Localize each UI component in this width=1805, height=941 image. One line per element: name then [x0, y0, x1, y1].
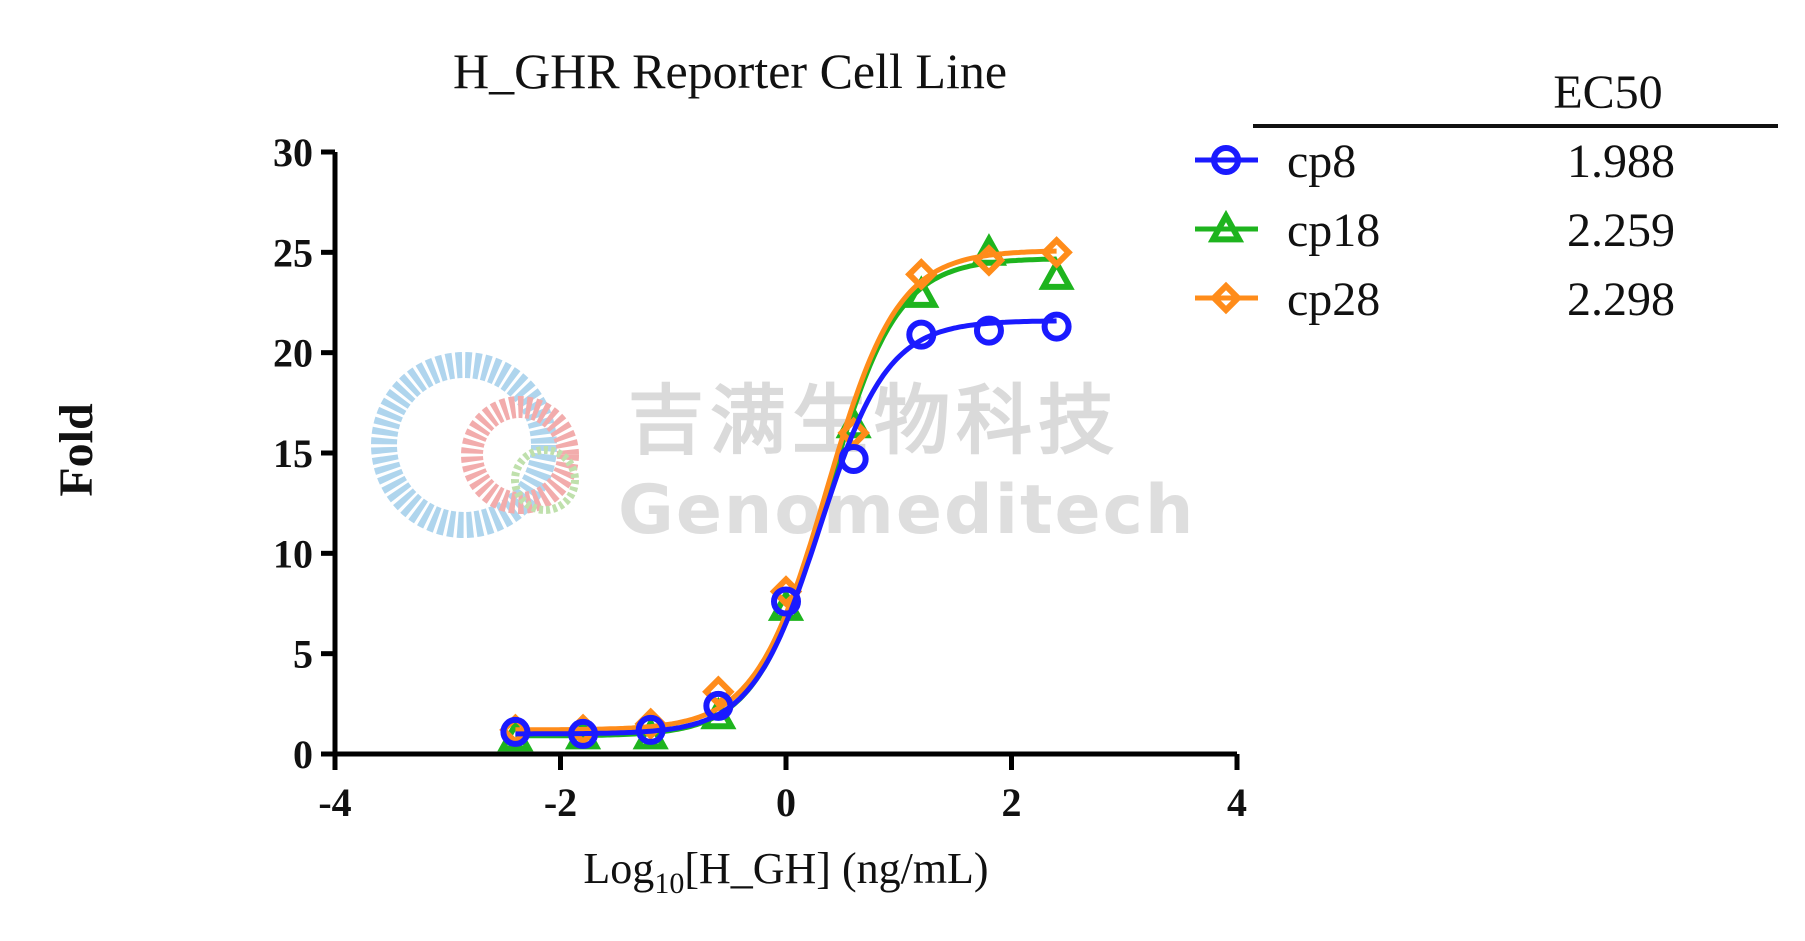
data-point-cp8: [568, 718, 599, 749]
data-point-cp8: [771, 586, 801, 617]
x-tick-label: -2: [544, 780, 577, 825]
data-point-cp28: [769, 575, 803, 608]
data-point-cp18: [1038, 257, 1075, 290]
chart-title: H_GHR Reporter Cell Line: [453, 43, 1007, 99]
y-tick-label: 10: [273, 531, 313, 576]
legend-ec50-value: 1.988: [1567, 135, 1675, 188]
legend-label: cp28: [1287, 273, 1380, 326]
legend-item-cp8: cp8 1.988: [1195, 135, 1675, 188]
legend-label: cp8: [1287, 135, 1356, 188]
x-axis-label-main: Log: [583, 844, 654, 893]
legend-marker: [1209, 281, 1243, 315]
fit-curve-cp8: [515, 318, 1057, 737]
legend-marker: [1207, 209, 1245, 243]
series-cp8: [500, 311, 1072, 749]
legend-item-cp18: cp18 2.259: [1195, 204, 1675, 257]
y-tick-label: 20: [273, 331, 313, 376]
x-tick-label: 2: [1002, 780, 1022, 825]
x-tick-label: -4: [318, 780, 351, 825]
x-axis-label-subscript: 10: [654, 867, 684, 900]
legend-label: cp18: [1287, 204, 1380, 257]
data-point-cp28: [972, 244, 1006, 277]
y-tick-label: 5: [293, 632, 313, 677]
legend-ec50-value: 2.259: [1567, 204, 1675, 257]
y-tick-label: 15: [273, 431, 313, 476]
data-point-cp8: [973, 315, 1004, 346]
legend: EC50 cp8 1.988 cp18 2.259 cp28 2.298: [1195, 66, 1778, 326]
data-point-cp8: [906, 319, 937, 350]
x-axis-label-rest: [H_GH] (ng/mL): [684, 844, 988, 893]
data-point-cp28: [905, 258, 938, 291]
y-tick-label: 25: [273, 230, 313, 275]
x-tick-label: 4: [1227, 780, 1247, 825]
legend-item-cp28: cp28 2.298: [1195, 273, 1675, 326]
x-ticks: -4 -2 0 2 4: [318, 754, 1247, 825]
y-ticks: 0 5 10 15 20 25 30: [273, 130, 335, 777]
data-point-cp8: [703, 690, 734, 721]
y-tick-label: 0: [293, 732, 313, 777]
legend-header: EC50: [1553, 66, 1662, 119]
data-point-cp18: [903, 275, 940, 308]
data-point-cp18: [632, 716, 669, 750]
watermark: 吉满生物科技 Genomeditech: [371, 352, 1195, 550]
plot-area: [497, 233, 1075, 752]
data-point-cp28: [702, 675, 735, 709]
legend-marker: [1211, 145, 1241, 175]
data-point-cp8: [500, 716, 531, 747]
watermark-logo: [371, 352, 579, 538]
watermark-english: Genomeditech: [618, 471, 1195, 550]
legend-ec50-value: 2.298: [1567, 273, 1675, 326]
data-point-cp8: [635, 714, 666, 745]
y-tick-label: 30: [273, 130, 313, 175]
x-tick-label: 0: [776, 780, 796, 825]
x-axis-label: Log10[H_GH] (ng/mL): [583, 844, 988, 900]
data-point-cp8: [1041, 311, 1072, 342]
y-axis-label: Fold: [50, 403, 103, 497]
data-point-cp8: [838, 444, 869, 475]
data-point-cp28: [1040, 236, 1073, 269]
